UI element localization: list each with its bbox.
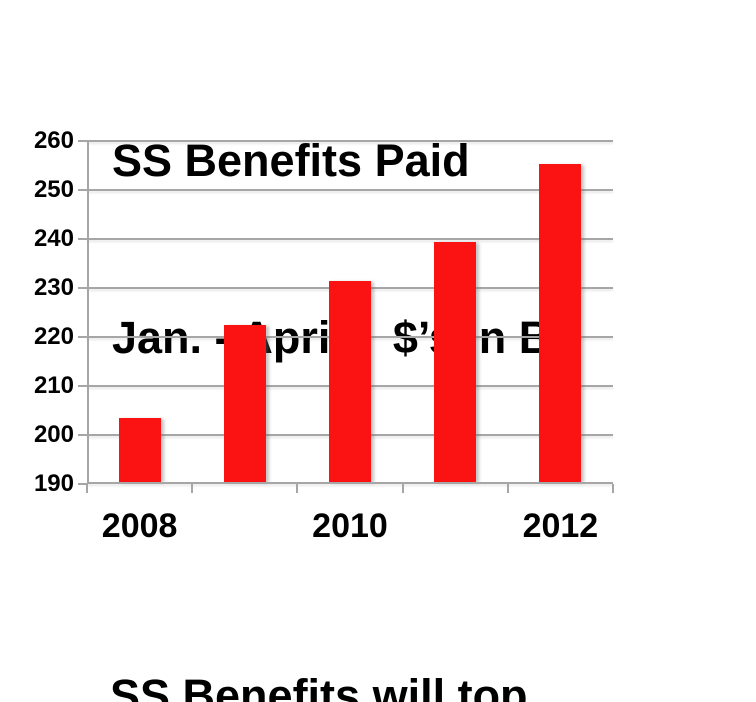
- y-axis-tick-220: [78, 336, 87, 338]
- y-axis-label-190: 190: [33, 470, 74, 497]
- y-axis-label-260: 260: [33, 127, 74, 154]
- y-axis-label-220: 220: [33, 323, 74, 350]
- y-axis-label-230: 230: [33, 274, 74, 301]
- chart-caption: SS Benefits will top $775B in 2012. Up $…: [110, 548, 628, 702]
- y-axis-label-200: 200: [33, 421, 74, 448]
- y-axis-tick-250: [78, 189, 87, 191]
- bar-2008: [118, 418, 161, 482]
- plot-area: 260 250 240 230 220 210 200 190 2008 2010 2012: [34, 127, 614, 545]
- bar-2010: [329, 281, 371, 482]
- x-axis-tick-0: [86, 484, 88, 493]
- x-axis-tick-5: [612, 484, 614, 493]
- chart-title: SS Benefits Paid Jan. - April $’s in B: [112, 13, 551, 485]
- gridline-250: [87, 189, 613, 191]
- chart-caption-line1: SS Benefits will top: [110, 670, 528, 702]
- gridline-260: [87, 140, 613, 142]
- bar-2009: [223, 325, 266, 482]
- y-axis-tick-260: [78, 140, 87, 142]
- y-axis-label-240: 240: [33, 225, 74, 252]
- y-axis-tick-190: [78, 483, 87, 485]
- x-axis-line: [87, 482, 613, 484]
- y-axis-tick-210: [78, 385, 87, 387]
- x-axis-tick-2: [296, 484, 299, 493]
- y-axis-tick-200: [78, 434, 87, 436]
- chart-title-line1: SS Benefits Paid: [112, 135, 470, 186]
- y-axis-tick-230: [78, 287, 87, 289]
- y-axis-line: [87, 141, 89, 484]
- x-axis-label-2012: 2012: [522, 507, 599, 545]
- x-axis-tick-3: [401, 484, 404, 493]
- gridline-240: [87, 238, 613, 240]
- x-axis-tick-1: [191, 484, 194, 493]
- x-axis-label-2010: 2010: [312, 507, 388, 545]
- y-axis-label-250: 250: [33, 176, 74, 203]
- bar-2011: [434, 241, 477, 482]
- y-axis-tick-240: [78, 238, 87, 240]
- bar-2012: [539, 163, 582, 482]
- x-axis-tick-4: [506, 484, 509, 493]
- y-axis-label-210: 210: [33, 372, 74, 399]
- x-axis-label-2008: 2008: [101, 507, 178, 545]
